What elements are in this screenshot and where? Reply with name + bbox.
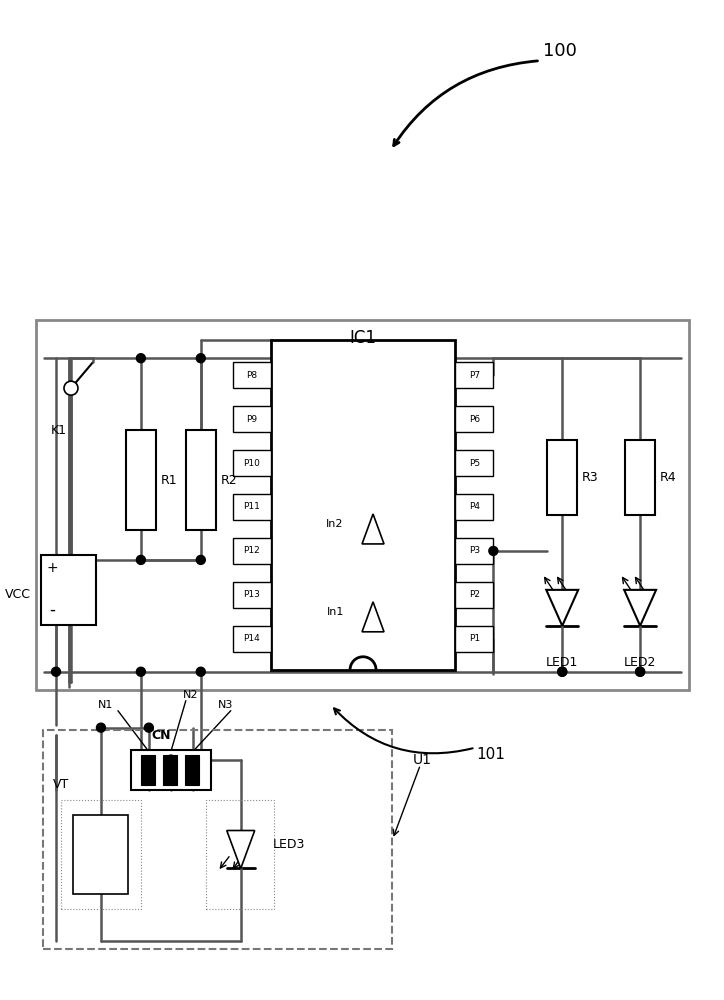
Text: R4: R4	[660, 471, 676, 484]
Text: In1: In1	[327, 607, 344, 617]
Text: VT: VT	[53, 778, 69, 791]
Text: In2: In2	[327, 519, 344, 529]
Bar	[625, 440, 655, 515]
Text: P6: P6	[469, 415, 480, 424]
Bar	[455, 406, 493, 432]
Polygon shape	[227, 831, 255, 868]
Polygon shape	[362, 602, 384, 632]
Bar	[271, 340, 455, 670]
Bar	[185, 755, 199, 785]
Polygon shape	[547, 590, 578, 626]
Text: R1: R1	[161, 474, 177, 487]
Bar	[36, 320, 689, 690]
Bar	[232, 406, 271, 432]
Text: R2: R2	[220, 474, 237, 487]
Text: P5: P5	[469, 459, 480, 468]
Circle shape	[167, 755, 175, 764]
Text: P9: P9	[246, 415, 257, 424]
Circle shape	[557, 667, 567, 676]
Bar	[455, 450, 493, 476]
Bar	[455, 582, 493, 608]
Text: K1: K1	[51, 424, 67, 437]
Text: P10: P10	[243, 459, 260, 468]
Text: P2: P2	[469, 590, 480, 599]
Bar	[232, 362, 271, 388]
Text: VCC: VCC	[5, 588, 31, 601]
Text: LED3: LED3	[272, 838, 305, 851]
Text: 100: 100	[543, 42, 577, 60]
Bar	[186, 430, 216, 530]
Text: P4: P4	[469, 502, 480, 511]
Polygon shape	[362, 514, 384, 544]
Text: -: -	[49, 601, 55, 619]
Bar	[131, 750, 211, 790]
Text: P8: P8	[246, 371, 257, 380]
Bar	[61, 800, 141, 909]
Bar	[73, 815, 128, 894]
Text: P12: P12	[243, 546, 260, 555]
Text: N1: N1	[98, 700, 114, 710]
Text: LED2: LED2	[624, 656, 657, 669]
Circle shape	[196, 555, 206, 564]
Bar	[232, 494, 271, 520]
Text: P7: P7	[469, 371, 480, 380]
Circle shape	[557, 667, 567, 676]
Circle shape	[51, 667, 61, 676]
Circle shape	[64, 381, 78, 395]
Circle shape	[144, 723, 153, 732]
Bar	[232, 450, 271, 476]
Bar	[455, 362, 493, 388]
Bar	[43, 730, 392, 949]
Circle shape	[636, 667, 644, 676]
Circle shape	[196, 667, 206, 676]
Text: CN: CN	[151, 729, 171, 742]
Bar	[41, 555, 96, 625]
Text: P13: P13	[243, 590, 260, 599]
Circle shape	[136, 354, 146, 363]
Text: N2: N2	[183, 690, 198, 700]
Text: P11: P11	[243, 502, 260, 511]
Text: R3: R3	[582, 471, 599, 484]
Text: +: +	[46, 561, 58, 575]
Circle shape	[136, 667, 146, 676]
Circle shape	[136, 555, 146, 564]
Bar	[232, 582, 271, 608]
Text: P1: P1	[469, 634, 480, 643]
Circle shape	[96, 723, 106, 732]
Bar	[232, 626, 271, 652]
Circle shape	[636, 667, 644, 676]
Bar	[455, 538, 493, 564]
Bar	[547, 440, 577, 515]
Bar	[232, 538, 271, 564]
Text: LED1: LED1	[546, 656, 578, 669]
Text: 101: 101	[476, 747, 505, 762]
Text: P3: P3	[469, 546, 480, 555]
Bar	[141, 755, 155, 785]
Circle shape	[196, 354, 206, 363]
Text: N3: N3	[218, 700, 233, 710]
Polygon shape	[624, 590, 656, 626]
Bar	[206, 800, 274, 909]
Bar	[163, 755, 177, 785]
Bar	[455, 626, 493, 652]
Circle shape	[489, 546, 498, 555]
Text: U1: U1	[413, 753, 432, 767]
Text: IC1: IC1	[349, 329, 376, 347]
Text: P14: P14	[243, 634, 260, 643]
Bar	[455, 494, 493, 520]
Bar	[126, 430, 156, 530]
